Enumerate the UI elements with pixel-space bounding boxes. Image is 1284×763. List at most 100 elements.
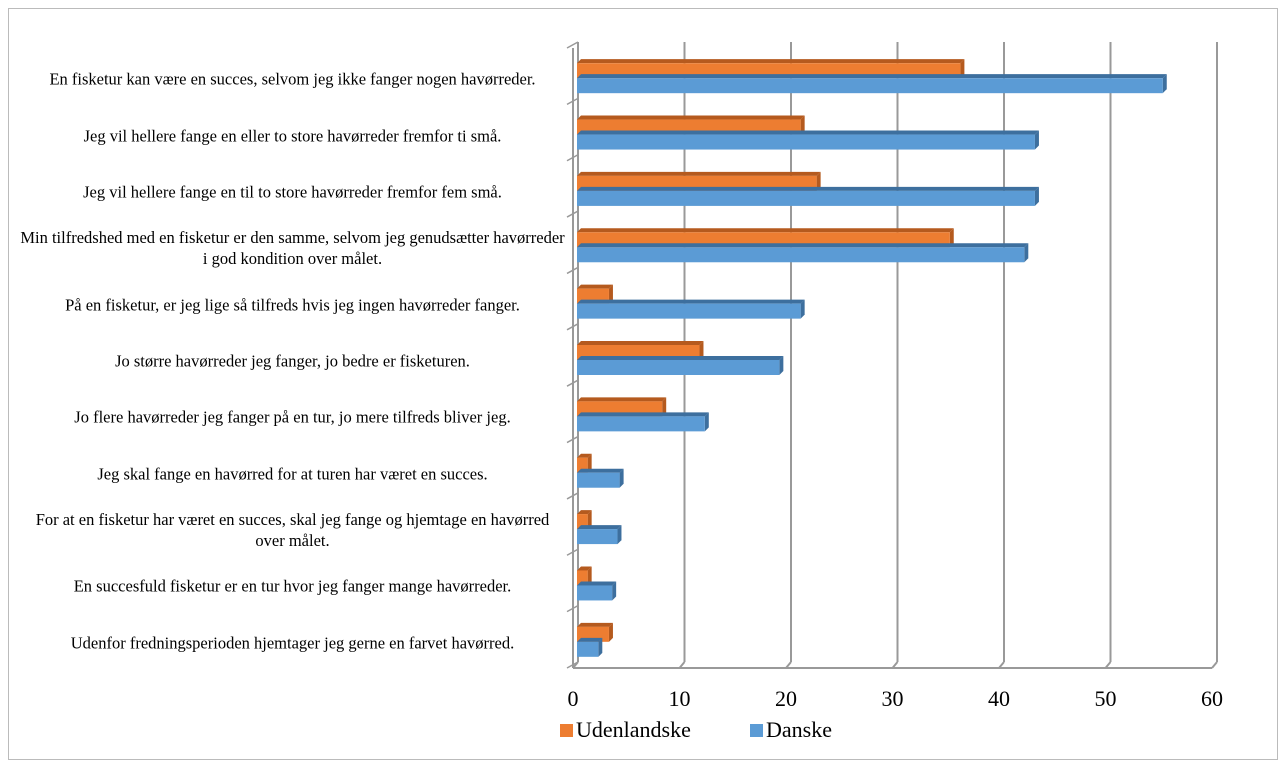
axis-tick: [566, 435, 579, 444]
x-tick-label: 50: [1095, 686, 1117, 711]
bar: [577, 243, 1029, 263]
axis-tick: [566, 154, 579, 162]
axis-tick: [566, 492, 579, 500]
bar-face: [800, 299, 805, 319]
legend-label: Danske: [766, 717, 832, 742]
y-tick-label: Jeg skal fange en havørred for at turen …: [97, 464, 488, 484]
bar: [577, 130, 1039, 150]
chart-frame: [8, 8, 1278, 760]
legend-swatch: [560, 724, 573, 737]
grid-line: [891, 661, 899, 669]
x-tick-label: 20: [775, 686, 797, 711]
bar-face: [598, 637, 603, 657]
bar: [577, 525, 622, 545]
bar-face: [779, 356, 784, 375]
bar-face: [577, 453, 592, 458]
bar-face: [577, 130, 1039, 135]
bar: [577, 186, 1039, 206]
bar-face: [619, 468, 624, 488]
bar-face: [577, 468, 624, 473]
bar: [577, 74, 1167, 94]
bar-face: [577, 299, 805, 304]
bar: [577, 453, 592, 473]
y-tick-label: Jo større havørreder jeg fanger, jo bedr…: [115, 351, 470, 371]
bar-face: [577, 171, 821, 176]
bar-face: [612, 581, 617, 601]
bar-face: [577, 360, 780, 375]
y-tick-label: Udenfor fredningsperioden hjemtager jeg …: [70, 633, 515, 653]
bar-face: [577, 412, 709, 417]
bar-face: [587, 566, 592, 586]
bar-face: [577, 637, 603, 642]
bar-face: [704, 412, 709, 432]
bar-face: [577, 570, 588, 586]
y-tick-label: Jeg vil hellere fange en eller to store …: [83, 126, 502, 146]
bar-face: [816, 171, 821, 191]
bar-face: [577, 514, 588, 530]
grid-line: [1104, 661, 1112, 669]
bar: [577, 468, 624, 488]
legend-swatch: [750, 724, 763, 737]
bar-face: [577, 284, 613, 289]
bar-face: [577, 303, 801, 319]
y-tick-label: Jeg vil hellere fange en til to store ha…: [83, 182, 502, 202]
bar-face: [617, 525, 622, 545]
bar-face: [577, 622, 613, 627]
axis-tick: [566, 548, 579, 556]
axis-tick: [566, 266, 579, 275]
bar: [577, 510, 592, 530]
bar-face: [577, 247, 1025, 263]
x-tick-label: 40: [988, 686, 1010, 711]
bar-face: [577, 78, 1163, 94]
bar-face: [608, 622, 613, 642]
bar-face: [577, 581, 617, 586]
bar-face: [577, 134, 1035, 150]
bar-face: [1024, 243, 1029, 263]
bar-face: [577, 190, 1035, 206]
bar-face: [577, 585, 613, 601]
grid-line: [572, 661, 579, 669]
x-tick-label: 0: [568, 686, 579, 711]
grid-line: [1211, 661, 1218, 669]
y-tick-label: På en fisketur, er jeg lige så tilfreds …: [65, 295, 520, 315]
x-tick-label: 30: [882, 686, 904, 711]
bar: [577, 299, 805, 319]
bar-face: [949, 228, 954, 248]
bar-face: [699, 341, 704, 360]
grid-line: [785, 661, 792, 669]
bar-face: [577, 59, 965, 64]
bar-face: [577, 472, 620, 488]
bar-face: [662, 397, 667, 417]
axis-tick: [566, 323, 579, 331]
bar-face: [577, 566, 592, 571]
bar-face: [577, 525, 622, 530]
bar-face: [577, 510, 592, 515]
legend-label: Udenlandske: [576, 717, 691, 742]
bar-face: [577, 641, 599, 657]
grid-line: [998, 661, 1005, 669]
axis-tick: [566, 210, 579, 218]
axis-tick: [566, 379, 579, 387]
bar-face: [577, 115, 805, 120]
bar-face: [960, 59, 965, 79]
axis-tick: [566, 604, 579, 613]
y-tick-label: Jo flere havørreder jeg fanger på en tur…: [74, 407, 511, 427]
axis-tick: [566, 41, 579, 49]
y-tick-label: En fisketur kan være en succes, selvom j…: [49, 69, 536, 89]
bar: [577, 412, 709, 432]
y-tick-label: En succesfuld fisketur er en tur hvor je…: [73, 576, 512, 596]
x-tick-label: 10: [669, 686, 691, 711]
bar-face: [577, 228, 954, 233]
bar-face: [577, 397, 667, 402]
bar-face: [1162, 74, 1167, 94]
bar-face: [577, 341, 704, 345]
bar-face: [577, 529, 618, 545]
bar-face: [1034, 186, 1039, 206]
grid-line: [678, 661, 686, 669]
bar-face: [1034, 130, 1039, 150]
bar-face: [577, 416, 705, 432]
bar-face: [608, 284, 613, 304]
bar-face: [587, 510, 592, 530]
x-tick-label: 60: [1201, 686, 1223, 711]
bar-face: [800, 115, 805, 135]
